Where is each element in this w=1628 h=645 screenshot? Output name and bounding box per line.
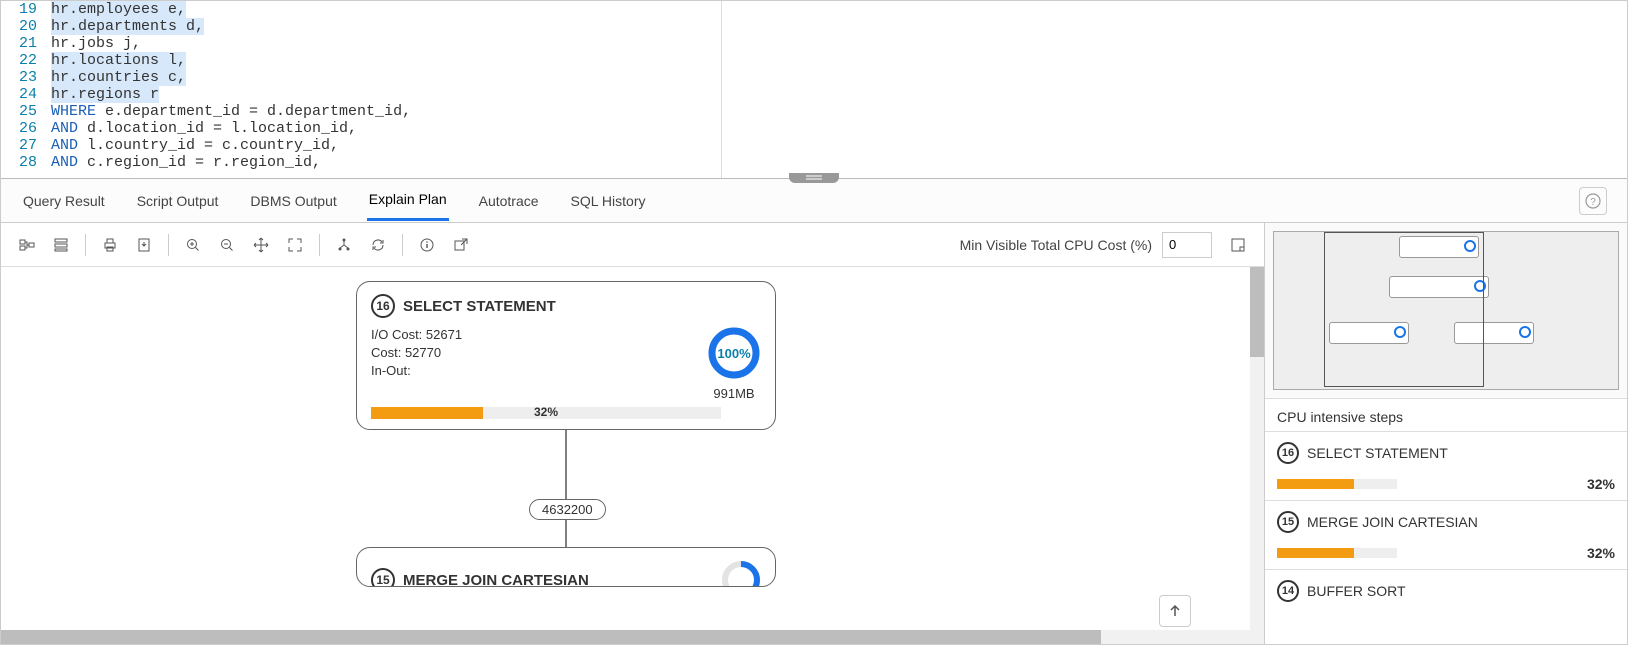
export-icon[interactable]: [128, 229, 160, 261]
code-line[interactable]: 19hr.employees e,: [1, 1, 721, 18]
vertical-scrollbar[interactable]: [1250, 267, 1264, 644]
cpu-step-bar: [1277, 548, 1397, 558]
zoom-out-icon[interactable]: [211, 229, 243, 261]
cpu-steps-title: CPU intensive steps: [1265, 399, 1627, 431]
explain-plan-area: Min Visible Total CPU Cost (%) 16: [1, 223, 1265, 644]
tab-autotrace[interactable]: Autotrace: [477, 182, 541, 220]
tab-explain-plan[interactable]: Explain Plan: [367, 180, 449, 221]
cpu-step-id: 16: [1277, 442, 1299, 464]
node-details: I/O Cost: 52671 Cost: 52770 In-Out:: [371, 326, 462, 401]
cpu-step-id: 14: [1277, 580, 1299, 602]
info-icon[interactable]: [411, 229, 443, 261]
min-cost-label: Min Visible Total CPU Cost (%): [960, 237, 1152, 253]
cpu-step-name: BUFFER SORT: [1307, 583, 1406, 599]
node-title: MERGE JOIN CARTESIAN: [403, 572, 589, 588]
zoom-in-icon[interactable]: [177, 229, 209, 261]
layout-vertical-icon[interactable]: [45, 229, 77, 261]
code-line[interactable]: 25WHERE e.department_id = d.department_i…: [1, 103, 721, 120]
print-icon[interactable]: [94, 229, 126, 261]
minimap[interactable]: [1265, 223, 1627, 399]
cpu-step-item[interactable]: 15 MERGE JOIN CARTESIAN 32%: [1265, 500, 1627, 569]
cpu-step-name: MERGE JOIN CARTESIAN: [1307, 514, 1478, 530]
scroll-to-top-button[interactable]: [1159, 595, 1191, 627]
code-line[interactable]: 27AND l.country_id = c.country_id,: [1, 137, 721, 154]
code-editor[interactable]: 19hr.employees e,20hr.departments d,21hr…: [1, 1, 721, 178]
editor-empty-panel: [721, 1, 1627, 178]
node-id-badge: 15: [371, 568, 395, 587]
node-id-badge: 16: [371, 294, 395, 318]
cpu-step-bar: [1277, 479, 1397, 489]
edge-row-count: 4632200: [529, 499, 606, 520]
code-line[interactable]: 24hr.regions r: [1, 86, 721, 103]
cpu-step-item[interactable]: 16 SELECT STATEMENT 32%: [1265, 431, 1627, 500]
cpu-step-name: SELECT STATEMENT: [1307, 445, 1448, 461]
pane-drag-handle[interactable]: [789, 173, 839, 183]
lower-pane: Min Visible Total CPU Cost (%) 16: [1, 223, 1627, 644]
popout-icon[interactable]: [445, 229, 477, 261]
result-tabs: Query Result Script Output DBMS Output Expl…: [1, 179, 1627, 223]
code-line[interactable]: 20hr.departments d,: [1, 18, 721, 35]
cpu-step-item[interactable]: 14 BUFFER SORT: [1265, 569, 1627, 610]
code-line[interactable]: 21hr.jobs j,: [1, 35, 721, 52]
tab-sql-history[interactable]: SQL History: [569, 182, 648, 220]
node-title: SELECT STATEMENT: [403, 298, 556, 315]
cpu-step-id: 15: [1277, 511, 1299, 533]
plan-node-merge-join[interactable]: 15 MERGE JOIN CARTESIAN: [356, 547, 776, 587]
cpu-step-pct: 32%: [1587, 545, 1615, 561]
cpu-steps-list: 16 SELECT STATEMENT 32% 15 MERGE JOIN CARTES…: [1265, 431, 1627, 644]
code-line[interactable]: 26AND d.location_id = l.location_id,: [1, 120, 721, 137]
tab-query-result[interactable]: Query Result: [21, 182, 107, 220]
min-cost-input[interactable]: [1162, 232, 1212, 258]
pan-icon[interactable]: [245, 229, 277, 261]
code-line[interactable]: 28AND c.region_id = r.region_id,: [1, 154, 721, 171]
tree-icon[interactable]: [328, 229, 360, 261]
editor-pane: 19hr.employees e,20hr.departments d,21hr…: [1, 1, 1627, 179]
fullscreen-icon[interactable]: [279, 229, 311, 261]
tab-script-output[interactable]: Script Output: [135, 182, 221, 220]
horizontal-scrollbar[interactable]: [1, 630, 1264, 644]
notes-icon[interactable]: [1222, 229, 1254, 261]
svg-text:?: ?: [1590, 197, 1596, 208]
refresh-icon[interactable]: [362, 229, 394, 261]
plan-node-select-statement[interactable]: 16 SELECT STATEMENT I/O Cost: 52671 Cost…: [356, 281, 776, 430]
plan-canvas[interactable]: 16 SELECT STATEMENT I/O Cost: 52671 Cost…: [1, 267, 1264, 644]
cpu-ring: [721, 560, 761, 587]
cpu-progress-bar: 32%: [371, 407, 721, 419]
help-icon[interactable]: ?: [1579, 187, 1607, 215]
tab-dbms-output[interactable]: DBMS Output: [248, 182, 338, 220]
layout-horizontal-icon[interactable]: [11, 229, 43, 261]
plan-toolbar: Min Visible Total CPU Cost (%): [1, 223, 1264, 267]
node-memory: 991MB: [713, 386, 754, 401]
code-line[interactable]: 22hr.locations l,: [1, 52, 721, 69]
side-panel: CPU intensive steps 16 SELECT STATEMENT 32…: [1265, 223, 1627, 644]
cpu-ring: 100%: [707, 326, 761, 380]
cpu-step-pct: 32%: [1587, 476, 1615, 492]
code-line[interactable]: 23hr.countries c,: [1, 69, 721, 86]
